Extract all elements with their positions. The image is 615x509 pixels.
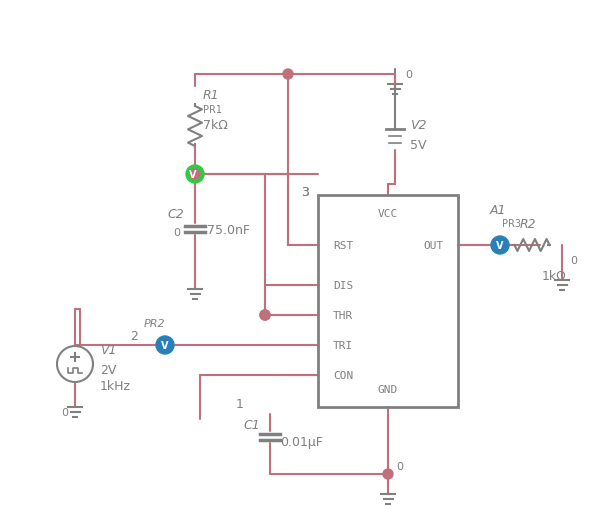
Circle shape <box>156 336 174 354</box>
Text: 0: 0 <box>173 228 180 238</box>
Text: V: V <box>496 241 504 250</box>
Text: TRI: TRI <box>333 341 353 350</box>
Text: PR1: PR1 <box>203 105 222 115</box>
Text: 0: 0 <box>570 256 577 266</box>
Text: 0: 0 <box>405 70 412 80</box>
Text: C1: C1 <box>244 418 260 431</box>
Circle shape <box>186 165 204 184</box>
Text: RST: RST <box>333 241 353 250</box>
Text: R2: R2 <box>520 217 537 230</box>
Text: 1: 1 <box>236 398 244 411</box>
Text: 5V: 5V <box>410 138 426 151</box>
Text: V: V <box>161 341 169 350</box>
Text: 1kHz: 1kHz <box>100 380 131 393</box>
Text: 3: 3 <box>301 186 309 199</box>
Text: VCC: VCC <box>378 209 398 218</box>
Circle shape <box>260 310 270 320</box>
Text: DIS: DIS <box>333 280 353 291</box>
Circle shape <box>383 469 393 479</box>
Circle shape <box>190 169 200 180</box>
Text: PR3: PR3 <box>502 218 521 229</box>
Text: 0: 0 <box>396 461 403 471</box>
Circle shape <box>491 237 509 254</box>
Text: 3: 3 <box>301 185 309 198</box>
Bar <box>318 195 458 407</box>
Text: 1kΩ: 1kΩ <box>542 269 567 282</box>
Text: 7kΩ: 7kΩ <box>203 118 228 131</box>
Text: PR2: PR2 <box>144 318 166 328</box>
Text: V: V <box>189 169 197 180</box>
Text: A1: A1 <box>490 204 507 217</box>
Text: R1: R1 <box>203 89 220 101</box>
Text: 2V: 2V <box>100 363 116 376</box>
Text: OUT: OUT <box>423 241 443 250</box>
Text: THR: THR <box>333 310 353 320</box>
Text: GND: GND <box>378 384 398 394</box>
Text: 0.01µF: 0.01µF <box>280 435 323 448</box>
Text: 0: 0 <box>62 407 68 417</box>
Text: C2: C2 <box>167 208 184 221</box>
Circle shape <box>260 310 270 320</box>
Text: V2: V2 <box>410 118 426 131</box>
Text: CON: CON <box>333 370 353 380</box>
Text: 2: 2 <box>130 329 138 342</box>
Circle shape <box>283 70 293 80</box>
Text: 75.0nF: 75.0nF <box>207 223 250 236</box>
Text: V1: V1 <box>100 343 116 356</box>
